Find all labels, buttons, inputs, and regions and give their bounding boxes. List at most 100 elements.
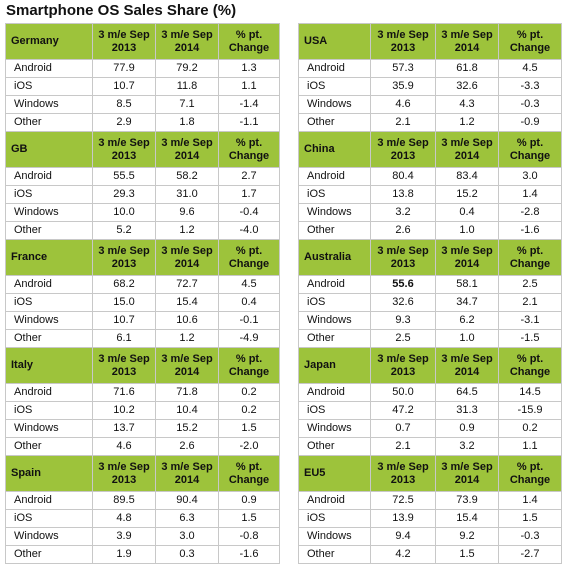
value-cell: -15.9	[498, 401, 562, 420]
os-label: Windows	[298, 95, 371, 114]
os-label: Android	[298, 167, 371, 186]
value-cell: 0.3	[155, 545, 219, 564]
value-cell: 55.6	[370, 275, 436, 294]
column-header: % pt. Change	[218, 239, 280, 276]
value-cell: 7.1	[155, 95, 219, 114]
value-cell: 5.2	[92, 221, 156, 240]
value-cell: -0.3	[498, 95, 562, 114]
value-cell: -1.6	[498, 221, 562, 240]
os-label: Other	[298, 221, 371, 240]
value-cell: -2.7	[498, 545, 562, 564]
value-cell: -0.9	[498, 113, 562, 132]
value-cell: 4.8	[92, 509, 156, 528]
column-header: 3 m/e Sep 2014	[155, 347, 219, 384]
value-cell: 72.7	[155, 275, 219, 294]
value-cell: 0.2	[498, 419, 562, 438]
value-cell: 9.6	[155, 203, 219, 222]
value-cell: 32.6	[435, 77, 499, 96]
value-cell: 2.1	[370, 113, 436, 132]
value-cell: 31.3	[435, 401, 499, 420]
column-header: 3 m/e Sep 2013	[370, 347, 436, 384]
value-cell: 80.4	[370, 167, 436, 186]
value-cell: 10.7	[92, 311, 156, 330]
column-header: % pt. Change	[218, 23, 280, 60]
os-label: Other	[298, 329, 371, 348]
column-header: 3 m/e Sep 2014	[435, 131, 499, 168]
column-header: 3 m/e Sep 2013	[370, 131, 436, 168]
value-cell: 1.5	[218, 419, 280, 438]
value-cell: 10.2	[92, 401, 156, 420]
value-cell: 1.4	[498, 185, 562, 204]
value-cell: 1.0	[435, 329, 499, 348]
os-label: Other	[298, 113, 371, 132]
column-header: % pt. Change	[498, 23, 562, 60]
value-cell: 10.4	[155, 401, 219, 420]
value-cell: -4.9	[218, 329, 280, 348]
value-cell: 58.2	[155, 167, 219, 186]
os-label: Windows	[298, 203, 371, 222]
os-label: Android	[298, 491, 371, 510]
column-header: 3 m/e Sep 2013	[370, 455, 436, 492]
value-cell: 4.5	[498, 59, 562, 78]
os-label: Windows	[298, 419, 371, 438]
value-cell: 2.5	[498, 275, 562, 294]
value-cell: 3.2	[370, 203, 436, 222]
value-cell: 4.6	[92, 437, 156, 456]
value-cell: 1.8	[155, 113, 219, 132]
value-cell: 1.2	[155, 329, 219, 348]
os-label: iOS	[298, 401, 371, 420]
region-header: EU5	[298, 455, 371, 492]
os-label: Windows	[5, 311, 93, 330]
value-cell: 4.6	[370, 95, 436, 114]
value-cell: -1.4	[218, 95, 280, 114]
column-header: 3 m/e Sep 2014	[155, 239, 219, 276]
value-cell: 1.9	[92, 545, 156, 564]
value-cell: 15.4	[155, 293, 219, 312]
value-cell: 8.5	[92, 95, 156, 114]
value-cell: 9.2	[435, 527, 499, 546]
value-cell: 9.4	[370, 527, 436, 546]
value-cell: 3.9	[92, 527, 156, 546]
value-cell: 89.5	[92, 491, 156, 510]
value-cell: 1.1	[498, 437, 562, 456]
region-header: Italy	[5, 347, 93, 384]
region-header: GB	[5, 131, 93, 168]
column-header: 3 m/e Sep 2014	[155, 455, 219, 492]
value-cell: -1.5	[498, 329, 562, 348]
os-label: Android	[5, 383, 93, 402]
os-label: Android	[298, 275, 371, 294]
value-cell: 2.9	[92, 113, 156, 132]
value-cell: 1.0	[435, 221, 499, 240]
value-cell: 1.3	[218, 59, 280, 78]
value-cell: 1.7	[218, 185, 280, 204]
value-cell: 13.8	[370, 185, 436, 204]
column-header: 3 m/e Sep 2014	[435, 455, 499, 492]
os-label: Android	[5, 275, 93, 294]
value-cell: 2.7	[218, 167, 280, 186]
value-cell: 71.8	[155, 383, 219, 402]
os-label: Windows	[298, 527, 371, 546]
column-header: 3 m/e Sep 2013	[92, 131, 156, 168]
column-header: % pt. Change	[498, 347, 562, 384]
value-cell: 1.5	[435, 545, 499, 564]
column-header: 3 m/e Sep 2013	[92, 239, 156, 276]
value-cell: 90.4	[155, 491, 219, 510]
value-cell: -3.1	[498, 311, 562, 330]
value-cell: 15.2	[155, 419, 219, 438]
os-label: iOS	[5, 401, 93, 420]
region-header: Australia	[298, 239, 371, 276]
value-cell: 15.4	[435, 509, 499, 528]
region-header: Spain	[5, 455, 93, 492]
os-label: Windows	[5, 527, 93, 546]
value-cell: 2.6	[155, 437, 219, 456]
value-cell: 2.6	[370, 221, 436, 240]
value-cell: 0.9	[435, 419, 499, 438]
region-header: USA	[298, 23, 371, 60]
value-cell: 6.2	[435, 311, 499, 330]
os-label: Android	[298, 59, 371, 78]
value-cell: 1.2	[435, 113, 499, 132]
column-header: % pt. Change	[218, 347, 280, 384]
value-cell: -2.8	[498, 203, 562, 222]
value-cell: 47.2	[370, 401, 436, 420]
column-header: 3 m/e Sep 2014	[155, 131, 219, 168]
